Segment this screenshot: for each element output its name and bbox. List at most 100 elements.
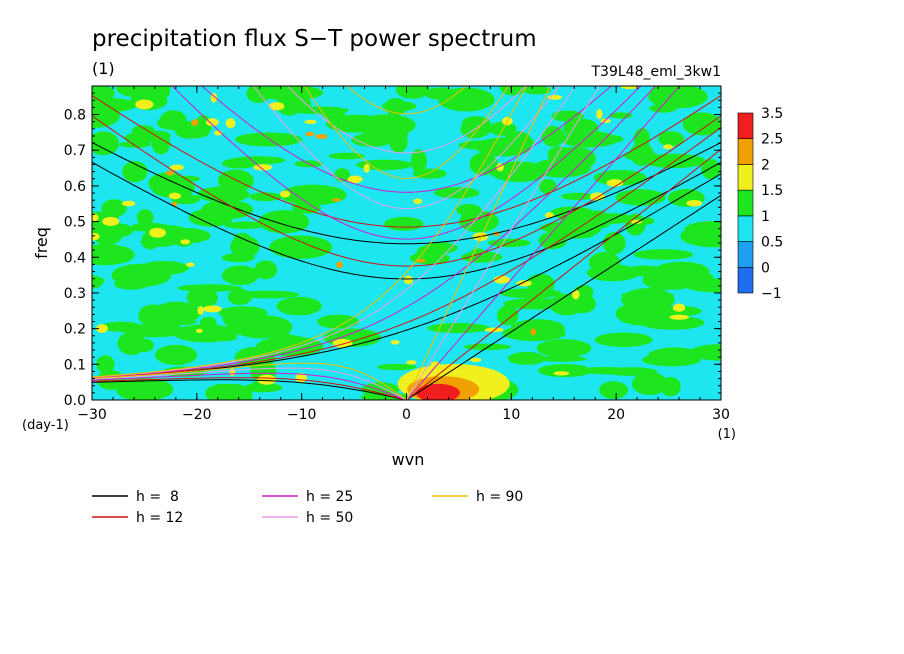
field-patch — [197, 306, 204, 315]
colorbar-cell — [737, 266, 754, 294]
x-tick-label: 20 — [607, 407, 625, 423]
y-tick-label: 0.3 — [64, 286, 86, 302]
field-patch — [250, 87, 285, 97]
field-patch — [117, 332, 147, 355]
gravity-wave-curve — [92, 142, 721, 245]
rossby-wave-curve — [92, 372, 407, 400]
field-patch — [690, 344, 721, 361]
field-patch — [92, 244, 135, 266]
field-patch — [325, 114, 389, 133]
field-patch — [649, 103, 677, 113]
field-patch — [160, 228, 211, 244]
field-patch — [631, 372, 668, 396]
x-tick-label: 10 — [502, 407, 520, 423]
field-patch — [550, 206, 595, 220]
y-tick-label: 0.1 — [64, 357, 86, 373]
plot-area — [92, 86, 721, 400]
colorbar-cell — [737, 164, 754, 191]
field-patch — [406, 360, 417, 365]
y-axis-label: freq — [32, 227, 51, 259]
field-patch — [363, 163, 370, 173]
colorbar-label: 1 — [761, 209, 770, 225]
legend-label: h = 25 — [306, 489, 353, 505]
field-patch — [547, 146, 572, 163]
gravity-wave-curve — [304, 86, 509, 179]
colorbar: −1 0 0.5 1 1.5 2 2.5 3.5 — [737, 106, 783, 302]
x-axis: −30 −20 −10 0 10 20 30 — [77, 86, 730, 423]
gravity-wave-curve — [346, 86, 467, 115]
field-patch — [530, 328, 537, 336]
legend-label: h = 50 — [306, 510, 353, 526]
field-patch — [585, 213, 635, 224]
field-patch — [384, 216, 424, 231]
field-patch — [423, 242, 458, 254]
y-tick-label: 0.6 — [64, 179, 86, 195]
field-patch — [92, 131, 120, 156]
y-tick-label: 0.7 — [64, 143, 86, 159]
field-patch — [395, 86, 430, 99]
field-patch — [102, 216, 120, 226]
field-patch — [122, 200, 136, 207]
field-patch — [222, 265, 259, 286]
colorbar-cell — [737, 112, 754, 140]
field-patch — [197, 186, 250, 203]
field-patch — [522, 86, 552, 95]
field-patch — [510, 319, 565, 338]
field-patch — [507, 351, 546, 365]
field-patch — [276, 296, 322, 316]
field-patch — [159, 110, 187, 131]
field-patch — [496, 305, 519, 326]
field-patch — [551, 110, 584, 122]
y-axis: 0.0 0.1 0.2 0.3 0.4 0.5 0.6 0.7 0.8 — [64, 85, 721, 409]
legend-label: h = 8 — [136, 489, 179, 505]
field-patch — [410, 149, 427, 173]
field-patch — [201, 199, 254, 220]
kelvin-wave-curve — [406, 86, 601, 400]
field-patch — [672, 303, 686, 312]
colorbar-cell — [737, 215, 754, 242]
field-patch — [186, 262, 195, 267]
field-patch — [361, 130, 409, 139]
field-patch — [437, 87, 495, 112]
x-tick-label: 30 — [712, 407, 730, 423]
field-patch — [180, 239, 191, 245]
field-patch — [151, 132, 171, 155]
colorbar-cell — [737, 138, 754, 165]
field-patch — [653, 261, 710, 281]
field-patch — [212, 383, 253, 400]
y-tick-label: 0.4 — [64, 250, 86, 266]
field-patch — [218, 306, 268, 320]
kelvin-wave-curve — [406, 148, 721, 400]
x-tick-label: −10 — [287, 407, 317, 423]
kelvin-wave-curve — [406, 86, 551, 400]
mixed-rossby-gravity-curve — [92, 86, 528, 378]
field-patch — [606, 179, 624, 187]
kelvin-wave-curve — [406, 86, 681, 400]
field-patch — [96, 324, 108, 333]
chart-subtitle: (1) — [92, 59, 115, 78]
field-patch — [249, 192, 283, 202]
mixed-rossby-gravity-curve — [92, 86, 657, 378]
field-patch — [680, 224, 721, 248]
field-patch — [276, 94, 303, 116]
field-patch — [186, 287, 219, 308]
field-patch — [376, 363, 417, 371]
field-patch — [279, 184, 347, 206]
field-patch — [92, 104, 120, 128]
field-patch — [221, 158, 258, 169]
field-patch — [641, 353, 701, 367]
field-patch — [229, 368, 236, 376]
field-patch — [538, 364, 592, 378]
field-patch — [427, 323, 490, 334]
field-patch — [122, 160, 148, 183]
field-patch — [115, 377, 174, 400]
field-patch — [336, 261, 343, 269]
field-patch — [669, 314, 690, 320]
field-patch — [145, 86, 171, 101]
y-tick-label: 0.8 — [64, 108, 86, 124]
field-patch — [304, 119, 317, 124]
gravity-wave-curve — [286, 86, 527, 154]
field-patch — [243, 383, 283, 393]
field-patch — [254, 266, 271, 277]
field-patch — [230, 235, 260, 258]
